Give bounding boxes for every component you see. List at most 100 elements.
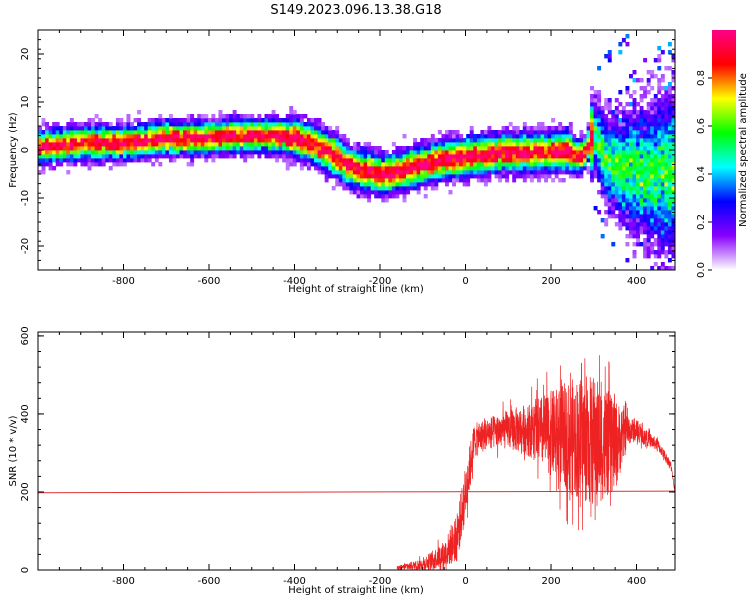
heatmap-cell [232, 114, 237, 119]
heatmap-cell [289, 122, 294, 127]
heatmap-cell [494, 134, 499, 139]
heatmap-cell [667, 218, 672, 223]
heatmap-cell [625, 122, 630, 127]
heatmap-cell [388, 194, 393, 199]
heatmap-cell [115, 150, 120, 155]
heatmap-cell [172, 142, 177, 147]
heatmap-cell [621, 182, 626, 187]
heatmap-cell [565, 126, 570, 131]
heatmap-cell [618, 154, 623, 159]
heatmap-cell [214, 118, 219, 123]
heatmap-cell [108, 150, 113, 155]
heatmap-cell [377, 150, 382, 155]
heatmap-cell [395, 146, 400, 151]
heatmap-cell [317, 126, 322, 131]
heatmap-cell [384, 198, 389, 203]
heatmap-cell [660, 178, 665, 183]
heatmap-cell [618, 170, 623, 175]
heatmap-cell [55, 162, 60, 167]
heatmap-cell [459, 158, 464, 163]
heatmap-cell [73, 158, 78, 163]
heatmap-cell [636, 122, 641, 127]
heatmap-cell [593, 206, 598, 211]
heatmap-cell [87, 146, 92, 151]
heatmap-cell [512, 138, 517, 143]
heatmap-cell [402, 182, 407, 187]
heatmap-cell [48, 134, 53, 139]
heatmap-cell [593, 150, 598, 155]
heatmap-cell [639, 182, 644, 187]
spectrogram-x-tick-label: -800 [112, 276, 135, 287]
heatmap-cell [296, 114, 301, 119]
heatmap-cell [296, 158, 301, 163]
heatmap-cell [395, 162, 400, 167]
heatmap-cell [98, 134, 103, 139]
heatmap-cell [427, 166, 432, 171]
heatmap-cell [158, 146, 163, 151]
heatmap-cell [508, 154, 513, 159]
heatmap-cell [646, 154, 651, 159]
heatmap-cell [45, 154, 50, 159]
heatmap-cell [636, 238, 641, 243]
heatmap-cell [575, 150, 580, 155]
heatmap-cell [650, 138, 655, 143]
spectrogram-x-tick-label: -600 [198, 276, 221, 287]
heatmap-cell [413, 146, 418, 151]
heatmap-cell [575, 142, 580, 147]
heatmap-cell [462, 166, 467, 171]
heatmap-cell [434, 182, 439, 187]
heatmap-cell [597, 162, 602, 167]
heatmap-cell [501, 154, 506, 159]
heatmap-cell [349, 162, 354, 167]
heatmap-cell [377, 170, 382, 175]
heatmap-cell [643, 246, 648, 251]
heatmap-cell [126, 158, 131, 163]
heatmap-cell [657, 214, 662, 219]
heatmap-cell [239, 154, 244, 159]
heatmap-cell [112, 138, 117, 143]
heatmap-cell [193, 118, 198, 123]
heatmap-cell [253, 142, 258, 147]
heatmap-cell [628, 118, 633, 123]
heatmap-cell [636, 222, 641, 227]
heatmap-cell [370, 186, 375, 191]
heatmap-cell [91, 138, 96, 143]
heatmap-cell [459, 134, 464, 139]
heatmap-cell [646, 70, 651, 75]
heatmap-cell [597, 130, 602, 135]
heatmap-cell [374, 194, 379, 199]
heatmap-cell [331, 162, 336, 167]
colorbar-label: Normalized spectral amplitude [738, 73, 749, 227]
heatmap-cell [176, 138, 180, 143]
heatmap-cell [483, 182, 488, 187]
heatmap-cell [345, 162, 350, 167]
heatmap-cell [604, 134, 609, 139]
heatmap-cell [671, 174, 675, 179]
heatmap-cell [657, 142, 662, 147]
heatmap-cell [593, 122, 598, 127]
heatmap-cell [632, 150, 637, 155]
heatmap-cell [239, 126, 244, 131]
heatmap-cell [498, 138, 502, 143]
heatmap-cell [600, 126, 605, 131]
heatmap-cell [299, 114, 304, 119]
heatmap-cell [625, 214, 630, 219]
heatmap-cell [483, 162, 488, 167]
heatmap-cell [292, 158, 297, 163]
heatmap-cell [260, 138, 265, 143]
heatmap-cell [653, 94, 658, 99]
heatmap-cell [515, 154, 520, 159]
heatmap-cell [62, 158, 67, 163]
heatmap-cell [611, 122, 616, 127]
heatmap-cell [377, 146, 382, 151]
heatmap-cell [618, 110, 623, 115]
heatmap-cell [498, 170, 502, 175]
heatmap-cell [314, 166, 318, 171]
heatmap-cell [299, 122, 304, 127]
heatmap-cell [667, 118, 672, 123]
heatmap-cell [625, 222, 630, 227]
snr-x-tick-label: -800 [112, 576, 135, 587]
heatmap-cell [448, 134, 453, 139]
heatmap-cell [147, 158, 152, 163]
heatmap-cell [427, 142, 432, 147]
